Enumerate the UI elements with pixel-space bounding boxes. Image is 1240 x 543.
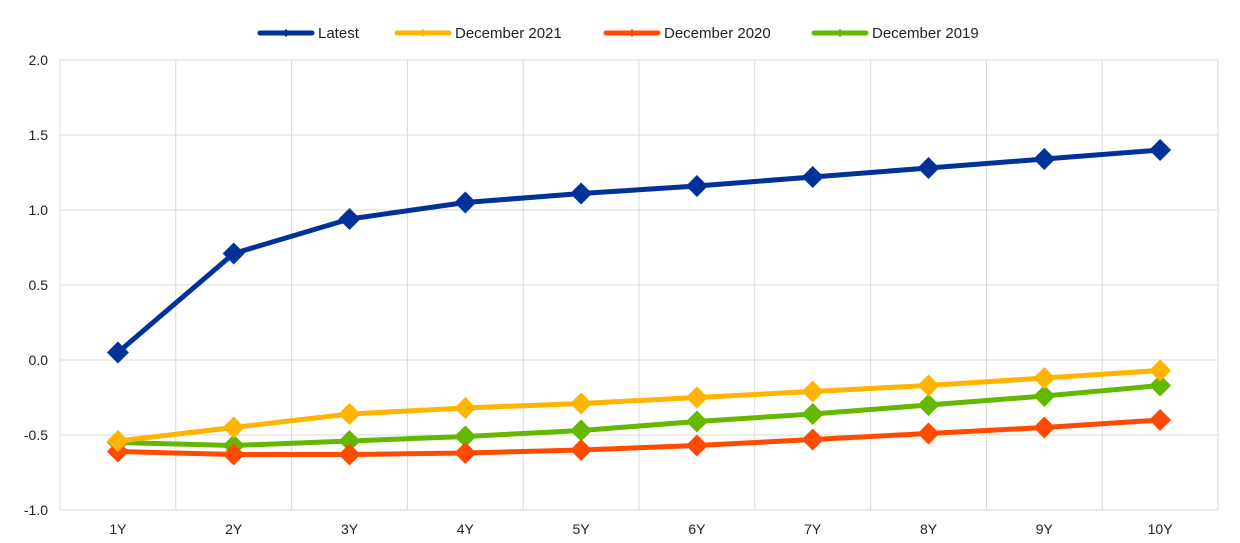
data-point [1033, 148, 1056, 170]
data-point [1149, 359, 1172, 382]
data-point [222, 416, 245, 439]
series-line [115, 383, 1163, 448]
legend-label: December 2020 [664, 25, 771, 42]
legend-label: Latest [318, 25, 360, 42]
data-point [338, 208, 361, 230]
legend-label: December 2021 [455, 25, 562, 42]
data-point [570, 392, 593, 415]
x-tick-label: 9Y [1036, 521, 1054, 537]
data-point [338, 430, 361, 452]
data-point [338, 443, 361, 466]
data-point [685, 434, 708, 457]
data-point [1149, 139, 1172, 161]
data-point [685, 386, 708, 409]
legend-item: December 2021 [394, 25, 562, 42]
data-point [106, 430, 129, 452]
x-tick-label: 10Y [1148, 521, 1174, 537]
y-tick-label: 1.5 [29, 127, 49, 143]
data-point [801, 403, 824, 425]
x-tick-label: 4Y [457, 521, 475, 537]
series-line [115, 368, 1163, 444]
legend-item: December 2020 [603, 25, 771, 42]
data-point [801, 380, 824, 403]
data-point [1149, 409, 1172, 431]
grid [59, 59, 1219, 511]
legend: Latest December 2021 December 2020 December… [257, 25, 979, 42]
data-point [685, 175, 708, 197]
x-tick-label: 1Y [109, 521, 127, 537]
y-tick-label: 0.5 [29, 277, 49, 293]
x-tick-label: 5Y [573, 521, 591, 537]
series-line [115, 147, 1163, 355]
y-tick-label: 0.0 [29, 352, 49, 368]
data-point [570, 182, 593, 205]
data-point [454, 397, 477, 419]
series-december-2021 [106, 359, 1172, 452]
data-point [1149, 374, 1172, 397]
legend-marker [628, 29, 636, 37]
data-point [685, 410, 708, 433]
data-point [917, 157, 940, 179]
legend-marker [282, 29, 290, 37]
data-point [1033, 367, 1056, 389]
series-line [115, 417, 1163, 457]
y-tick-label: -0.5 [24, 427, 48, 443]
legend-item: December 2019 [811, 25, 979, 42]
legend-marker [419, 29, 427, 37]
x-tick-label: 3Y [341, 521, 359, 537]
data-point [1033, 385, 1056, 407]
data-point [1033, 416, 1056, 439]
data-point [222, 242, 245, 265]
data-point [338, 403, 361, 425]
x-tick-label: 2Y [225, 521, 243, 537]
data-point [454, 425, 477, 448]
y-tick-label: 2.0 [29, 52, 49, 68]
data-point [917, 374, 940, 397]
data-point [801, 428, 824, 451]
data-point [801, 166, 824, 188]
data-point [454, 442, 477, 464]
x-tick-label: 8Y [920, 521, 938, 537]
data-point [917, 394, 940, 416]
x-tick-label: 7Y [804, 521, 822, 537]
legend-item: Latest [257, 25, 360, 42]
data-point [917, 422, 940, 445]
data-point [570, 419, 593, 442]
y-axis: 2.0 1.5 1.0 0.5 0.0 -0.5 -1.0 [24, 52, 48, 518]
legend-marker [836, 29, 844, 37]
series-layer [106, 139, 1172, 466]
legend-label: December 2019 [872, 25, 979, 42]
data-point [222, 443, 245, 466]
data-point [570, 439, 593, 461]
y-tick-label: 1.0 [29, 202, 49, 218]
x-axis: 1Y 2Y 3Y 4Y 5Y 6Y 7Y 8Y 9Y 10Y [109, 521, 1173, 537]
series-latest [106, 139, 1172, 364]
data-point [454, 191, 477, 214]
y-tick-label: -1.0 [24, 502, 48, 518]
data-point [106, 341, 129, 364]
x-tick-label: 6Y [688, 521, 706, 537]
